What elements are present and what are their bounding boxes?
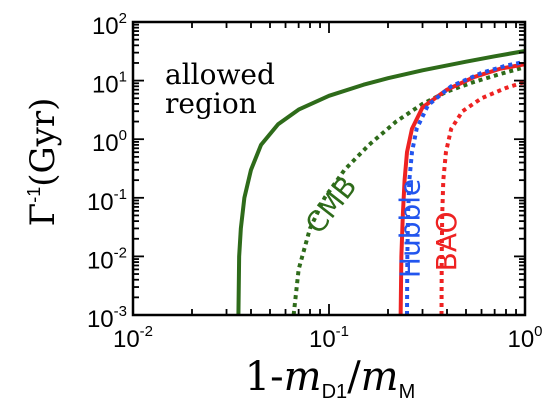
curve-hubble-solid	[398, 62, 525, 315]
x-axis-den-sub: M	[399, 381, 416, 403]
y-tick-label: 101	[92, 69, 127, 99]
x-axis-title: 1-mD1/mM	[245, 354, 416, 403]
curves-group	[236, 49, 525, 315]
x-tick-label: 10-2	[113, 323, 153, 353]
x-axis-den-symbol: m	[361, 354, 399, 400]
curve-label-bao: BAO	[430, 211, 463, 271]
curve-bao-dotted	[439, 80, 525, 315]
y-axis-title: Γ-1(Gyr)	[23, 98, 63, 227]
y-axis-symbol: Γ	[23, 203, 63, 227]
curve-label-cmb: CMB	[299, 170, 364, 240]
x-axis-num-symbol: m	[284, 354, 322, 400]
x-tick-label: 100	[507, 323, 542, 353]
y-tick-label: 10-1	[87, 186, 127, 216]
y-tick-label: 10-3	[87, 303, 127, 333]
y-tick-label: 102	[92, 10, 127, 40]
curve-cmb-solid	[236, 49, 525, 315]
x-axis-prefix: 1-	[245, 354, 284, 400]
y-tick-label: 100	[92, 127, 127, 157]
x-axis-slash: /	[347, 354, 361, 400]
allowed-region-annotation: allowed region	[165, 58, 284, 120]
x-tick-label: 10-1	[309, 323, 349, 353]
curve-hubble-dotted	[405, 59, 525, 315]
annotation-line-2: region	[165, 87, 257, 120]
y-axis-unit: (Gyr)	[23, 98, 63, 187]
labels-group: CMB Hubble BAO	[299, 170, 463, 278]
y-axis-exponent: -1	[24, 187, 44, 203]
curve-cmb-dotted	[291, 65, 525, 315]
x-axis-num-sub: D1	[322, 381, 348, 403]
y-tick-label: 10-2	[87, 244, 127, 274]
ticks-group	[132, 21, 526, 316]
curve-label-hubble: Hubble	[394, 179, 427, 278]
annotation-line-1: allowed	[165, 58, 275, 91]
